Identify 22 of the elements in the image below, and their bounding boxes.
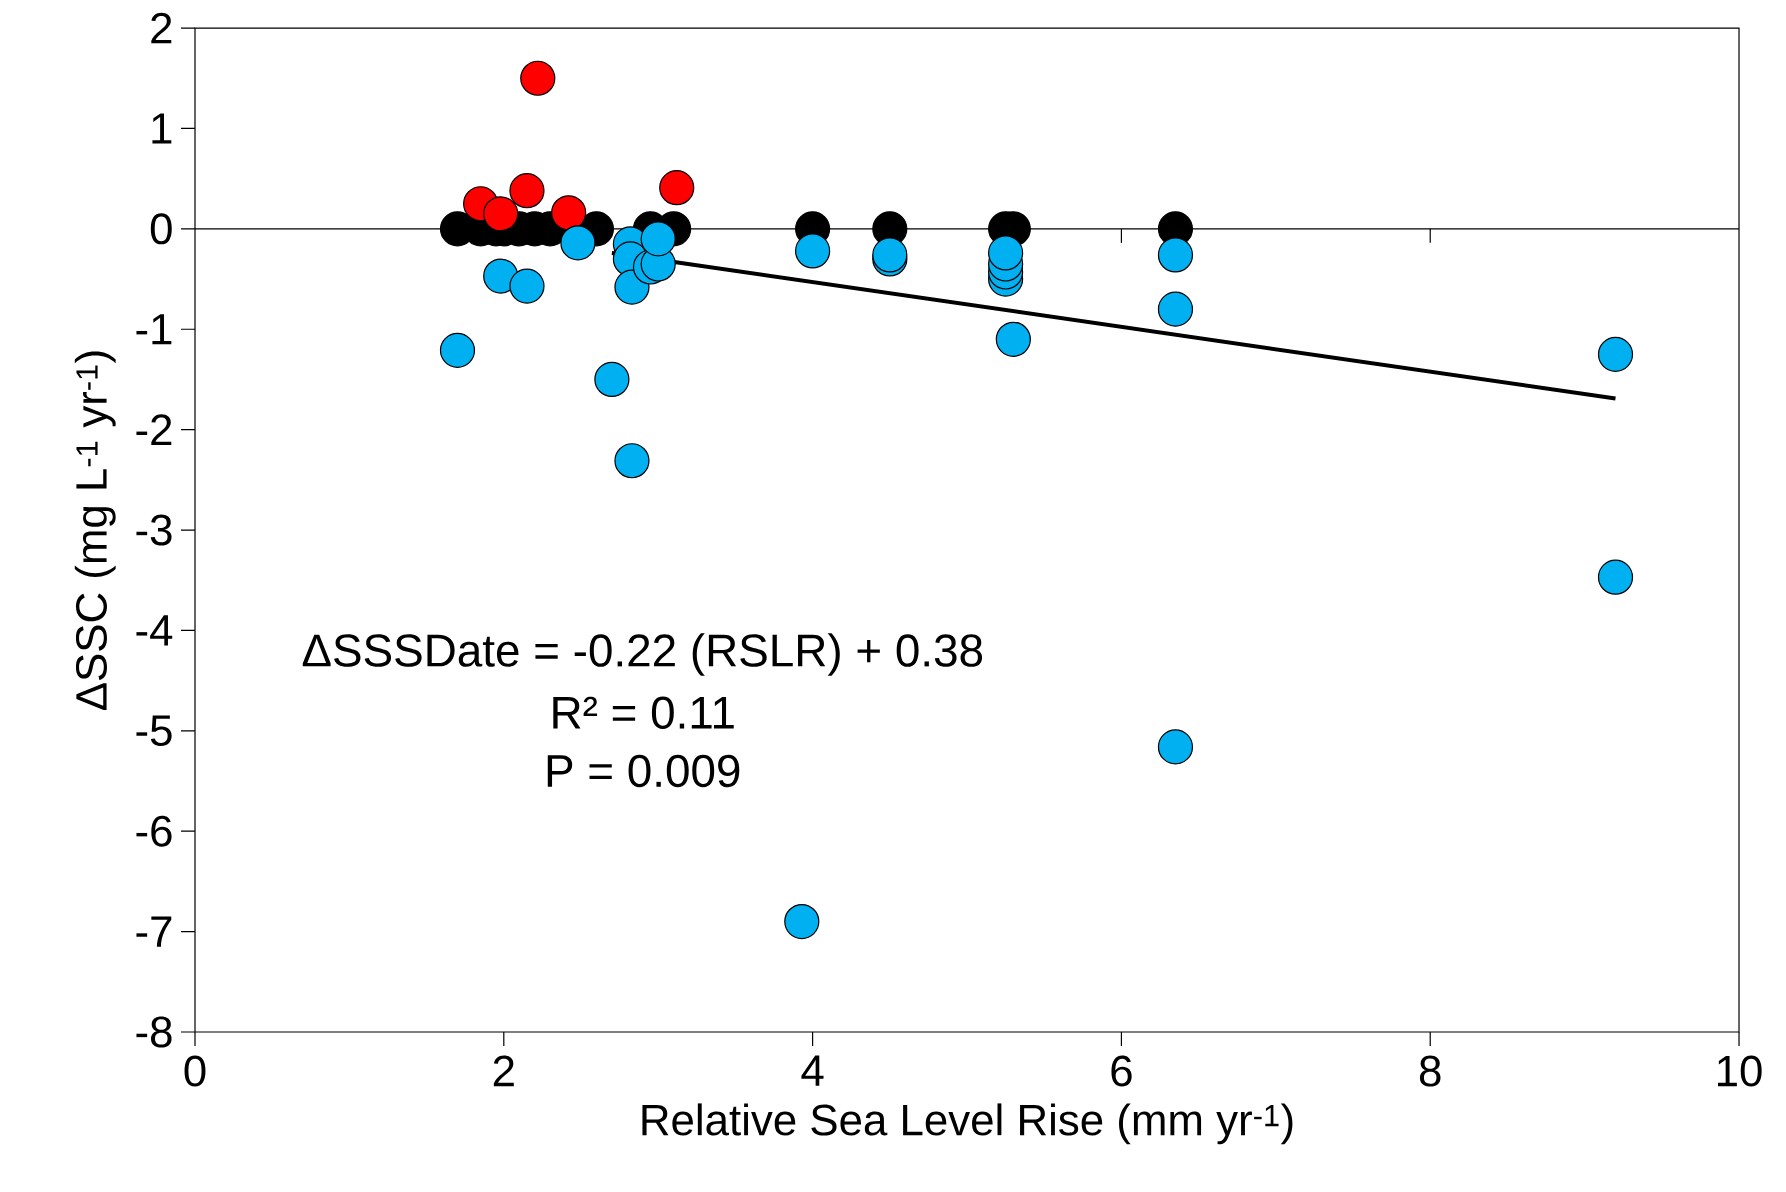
x-axis-title: Relative Sea Level Rise (mm yr$^{-1}$): [642, 1103, 1293, 1145]
y-tick-label: 2: [151, 12, 172, 44]
y-tick-label: 0: [150, 213, 172, 245]
y-axis-title: ΔSSC (mg L$^{-1}$ yr$^{-1}$): [74, 351, 116, 710]
y-tick-label: -6: [136, 815, 172, 847]
x-tick-label: 10: [1717, 1055, 1762, 1087]
x-tick-label: 0: [184, 1055, 206, 1087]
annotation: P = 0.009: [547, 754, 740, 788]
y-tick-label: -4: [136, 615, 173, 646]
y-tick-label: -3: [136, 514, 172, 546]
x-tick-label: 4: [801, 1055, 824, 1086]
y-tick-label: 1: [152, 113, 172, 144]
y-tick-label: -8: [136, 1016, 172, 1048]
x-tick-label: 6: [1111, 1055, 1132, 1087]
y-tick-label: -7: [136, 916, 172, 947]
annotation: ΔSSSDate = -0.22 (RSLR) + 0.38: [302, 633, 983, 676]
y-tick-label: -2: [136, 414, 172, 445]
y-tick-label: -5: [136, 715, 172, 747]
annotation: R² = 0.11: [553, 696, 734, 729]
x-tick-label: 2: [493, 1055, 514, 1087]
y-tick-label: -1: [136, 314, 172, 345]
x-tick-label: 8: [1419, 1055, 1441, 1087]
